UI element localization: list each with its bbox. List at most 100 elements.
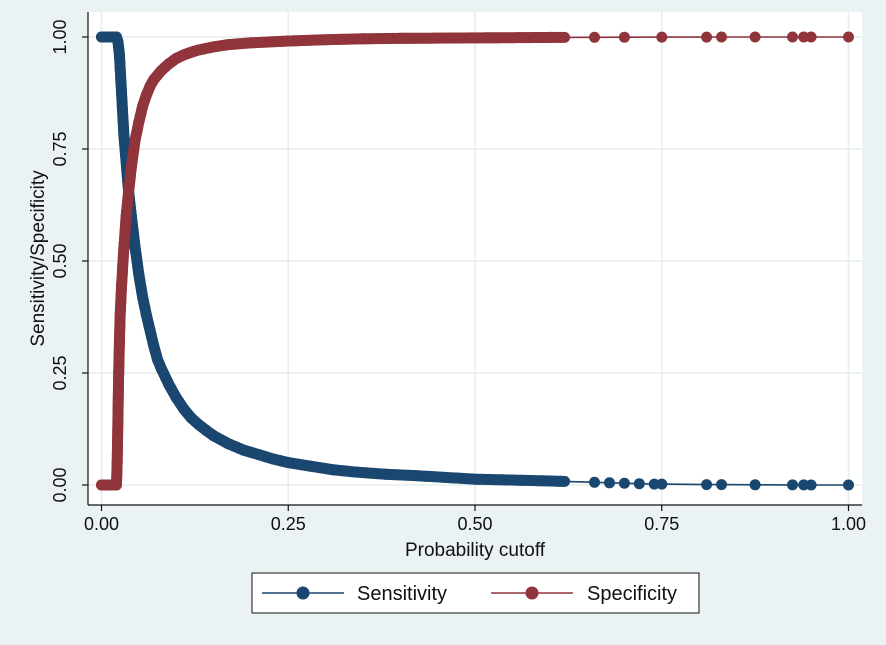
specificity-point: [140, 89, 152, 101]
x-tick-label: 0.75: [644, 514, 679, 534]
y-axis-title: Sensitivity/Specificity: [28, 170, 49, 347]
sensitivity-point: [148, 340, 160, 352]
sensitivity-point: [115, 76, 127, 88]
x-tick-label: 1.00: [831, 514, 866, 534]
specificity-point: [122, 188, 134, 200]
specificity-point: [787, 31, 798, 43]
specificity-point: [96, 479, 107, 491]
sensitivity-point: [133, 268, 145, 280]
sensitivity-point: [252, 449, 264, 460]
sensitivity-point: [469, 473, 481, 485]
legend: Sensitivity Specificity: [251, 572, 700, 614]
specificity-point: [110, 479, 122, 491]
y-tick-label: 0.00: [50, 467, 70, 502]
legend-label: Specificity: [587, 583, 677, 605]
specificity-point: [137, 100, 149, 112]
sensitivity-point: [633, 478, 645, 490]
sensitivity-point: [129, 242, 141, 254]
sensitivity-point: [137, 291, 149, 303]
sensitivity-point: [118, 130, 130, 142]
y-tick-label: 1.00: [50, 19, 70, 54]
sensitivity-point: [559, 475, 571, 487]
sensitivity-point: [140, 309, 152, 321]
sensitivity-point: [113, 49, 125, 61]
sensitivity-point: [787, 479, 798, 491]
legend-label: Sensitivity: [357, 583, 447, 605]
legend-swatch-marker: [525, 586, 539, 600]
y-tick-label: 0.50: [50, 243, 70, 278]
sensitivity-point: [439, 471, 451, 483]
x-axis-title: Probability cutoff: [405, 540, 546, 561]
sensitivity-point: [409, 470, 421, 482]
specificity-point: [193, 44, 205, 56]
specificity-point: [112, 412, 124, 424]
y-tick-label: 0.25: [50, 355, 70, 390]
sensitivity-point: [305, 460, 317, 472]
sensitivity-point: [178, 403, 190, 415]
specificity-point: [469, 32, 481, 44]
sensitivity-point: [155, 363, 167, 374]
specificity-point: [155, 65, 167, 77]
specificity-point: [749, 31, 761, 43]
sensitivity-point: [506, 474, 518, 486]
x-tick-label: 0.50: [457, 514, 492, 534]
specificity-point: [125, 161, 137, 173]
specificity-point: [120, 210, 132, 222]
sensitivity-point: [96, 31, 107, 43]
specificity-point: [805, 31, 817, 43]
specificity-point: [559, 31, 571, 43]
specificity-point: [223, 39, 234, 51]
sensitivity-point: [656, 478, 668, 490]
sensitivity-point: [716, 479, 727, 491]
specificity-point: [116, 277, 128, 289]
specificity-point: [618, 31, 630, 43]
sensitivity-point: [604, 477, 615, 489]
grid-layer: [88, 12, 862, 505]
legend-item-sensitivity: Sensitivity: [262, 583, 447, 605]
sensitivity-point: [267, 453, 279, 465]
sensitivity-point: [208, 430, 220, 442]
sensitivity-point: [327, 464, 339, 476]
sensitivity-point: [112, 36, 124, 47]
sensitivity-point: [223, 438, 234, 450]
sensitivity-point: [144, 324, 156, 336]
specificity-point: [701, 31, 713, 43]
sensitivity-point: [749, 479, 761, 491]
specificity-point: [320, 34, 332, 46]
series-specificity: [96, 31, 854, 491]
axis-layer: 0.00 0.25 0.50 0.75 1.00 0.00 0.25 0.50 0.75 1.00: [50, 12, 866, 534]
sensitivity-point: [701, 479, 713, 491]
specificity-point: [282, 35, 294, 47]
sensitivity-point: [185, 412, 197, 424]
sensitivity-point: [170, 392, 182, 404]
specificity-point: [843, 31, 854, 43]
specificity-point: [357, 33, 369, 45]
x-tick-label: 0.00: [84, 514, 119, 534]
sensitivity-point: [350, 466, 361, 478]
sensitivity-point: [618, 477, 630, 489]
series-layer: [96, 31, 854, 491]
sensitivity-point: [237, 444, 249, 456]
specificity-point: [129, 134, 141, 146]
specificity-point: [113, 336, 125, 348]
specificity-point: [208, 41, 220, 53]
sensitivity-point: [193, 419, 205, 430]
specificity-point: [114, 309, 126, 321]
specificity-point: [544, 31, 556, 43]
sensitivity-point: [379, 468, 391, 480]
sensitivity-point: [805, 479, 817, 491]
sensitivity-point: [282, 457, 294, 469]
y-tick-label: 0.75: [50, 131, 70, 166]
specificity-point: [656, 31, 668, 43]
specificity-point: [394, 32, 406, 44]
sensitivity-point: [589, 476, 600, 488]
specificity-point: [118, 242, 130, 254]
legend-swatch-marker: [296, 586, 310, 600]
specificity-point: [133, 116, 145, 128]
sensitivity-point: [116, 103, 128, 115]
sensitivity-point: [163, 378, 175, 390]
legend-item-specificity: Specificity: [491, 583, 677, 605]
specificity-point: [111, 457, 123, 469]
